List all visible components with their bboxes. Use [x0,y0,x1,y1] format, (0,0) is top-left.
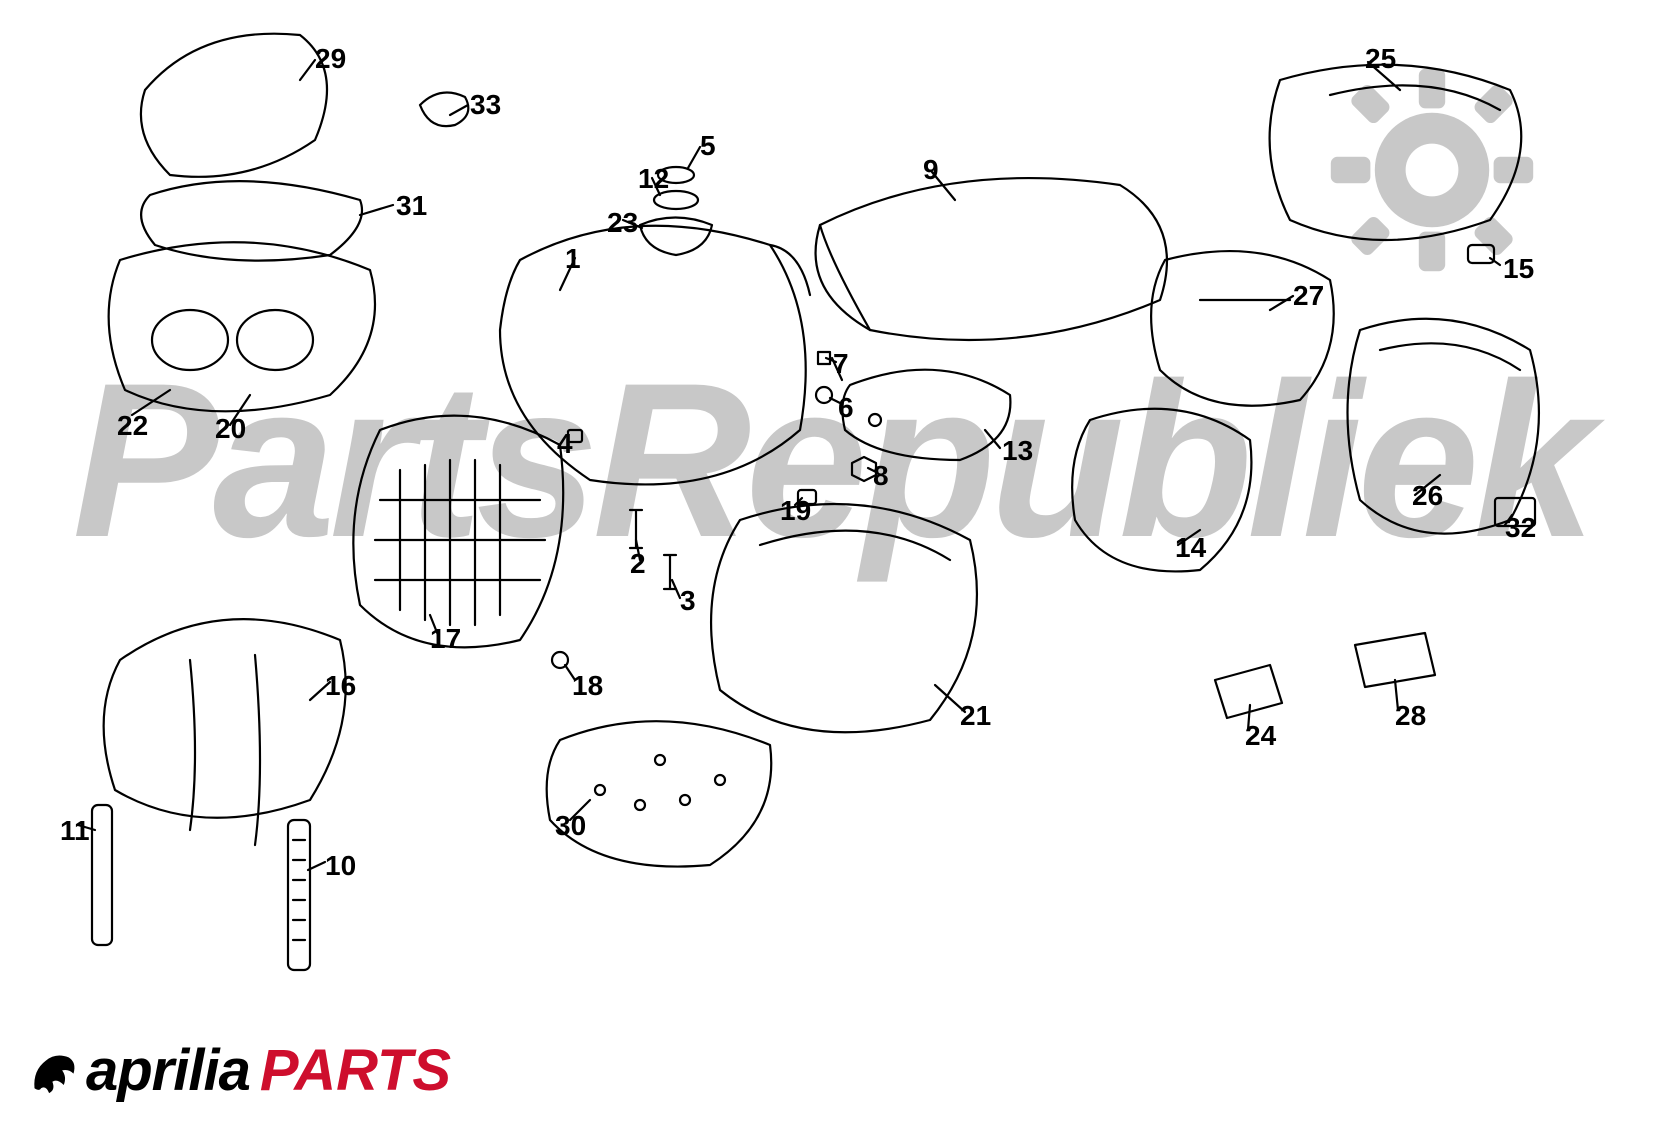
callout-32: 32 [1505,512,1536,544]
callout-6: 6 [838,392,854,424]
callout-28: 28 [1395,700,1426,732]
callout-23: 23 [607,207,638,239]
exploded-diagram: PartsRepubliek [0,0,1662,1000]
callout-21: 21 [960,700,991,732]
callout-25: 25 [1365,43,1396,75]
callout-19: 19 [780,495,811,527]
callout-16: 16 [325,670,356,702]
callout-20: 20 [215,413,246,445]
brand-parts-label: PARTS [256,1037,455,1104]
callout-29: 29 [315,43,346,75]
callout-11: 11 [60,815,90,847]
callout-10: 10 [325,850,356,882]
callout-13: 13 [1002,435,1033,467]
callout-27: 27 [1293,280,1324,312]
callout-2: 2 [630,548,646,580]
callout-5: 5 [700,130,716,162]
callout-31: 31 [396,190,427,222]
callout-7: 7 [833,348,849,380]
callout-1: 1 [565,243,581,275]
callout-15: 15 [1503,253,1534,285]
callout-4: 4 [557,428,573,460]
callout-8: 8 [873,460,889,492]
callout-26: 26 [1412,480,1443,512]
callout-22: 22 [117,410,148,442]
callout-9: 9 [923,154,939,186]
brand-name: aprilia [86,1037,250,1104]
callout-17: 17 [430,623,461,655]
callout-33: 33 [470,89,501,121]
callout-3: 3 [680,585,696,617]
callout-30: 30 [555,810,586,842]
brand-logo: aprilia PARTS [28,1037,455,1104]
callout-18: 18 [572,670,603,702]
callout-14: 14 [1175,532,1206,564]
callout-12: 12 [638,163,669,195]
lion-icon [28,1045,80,1097]
callout-24: 24 [1245,720,1276,752]
